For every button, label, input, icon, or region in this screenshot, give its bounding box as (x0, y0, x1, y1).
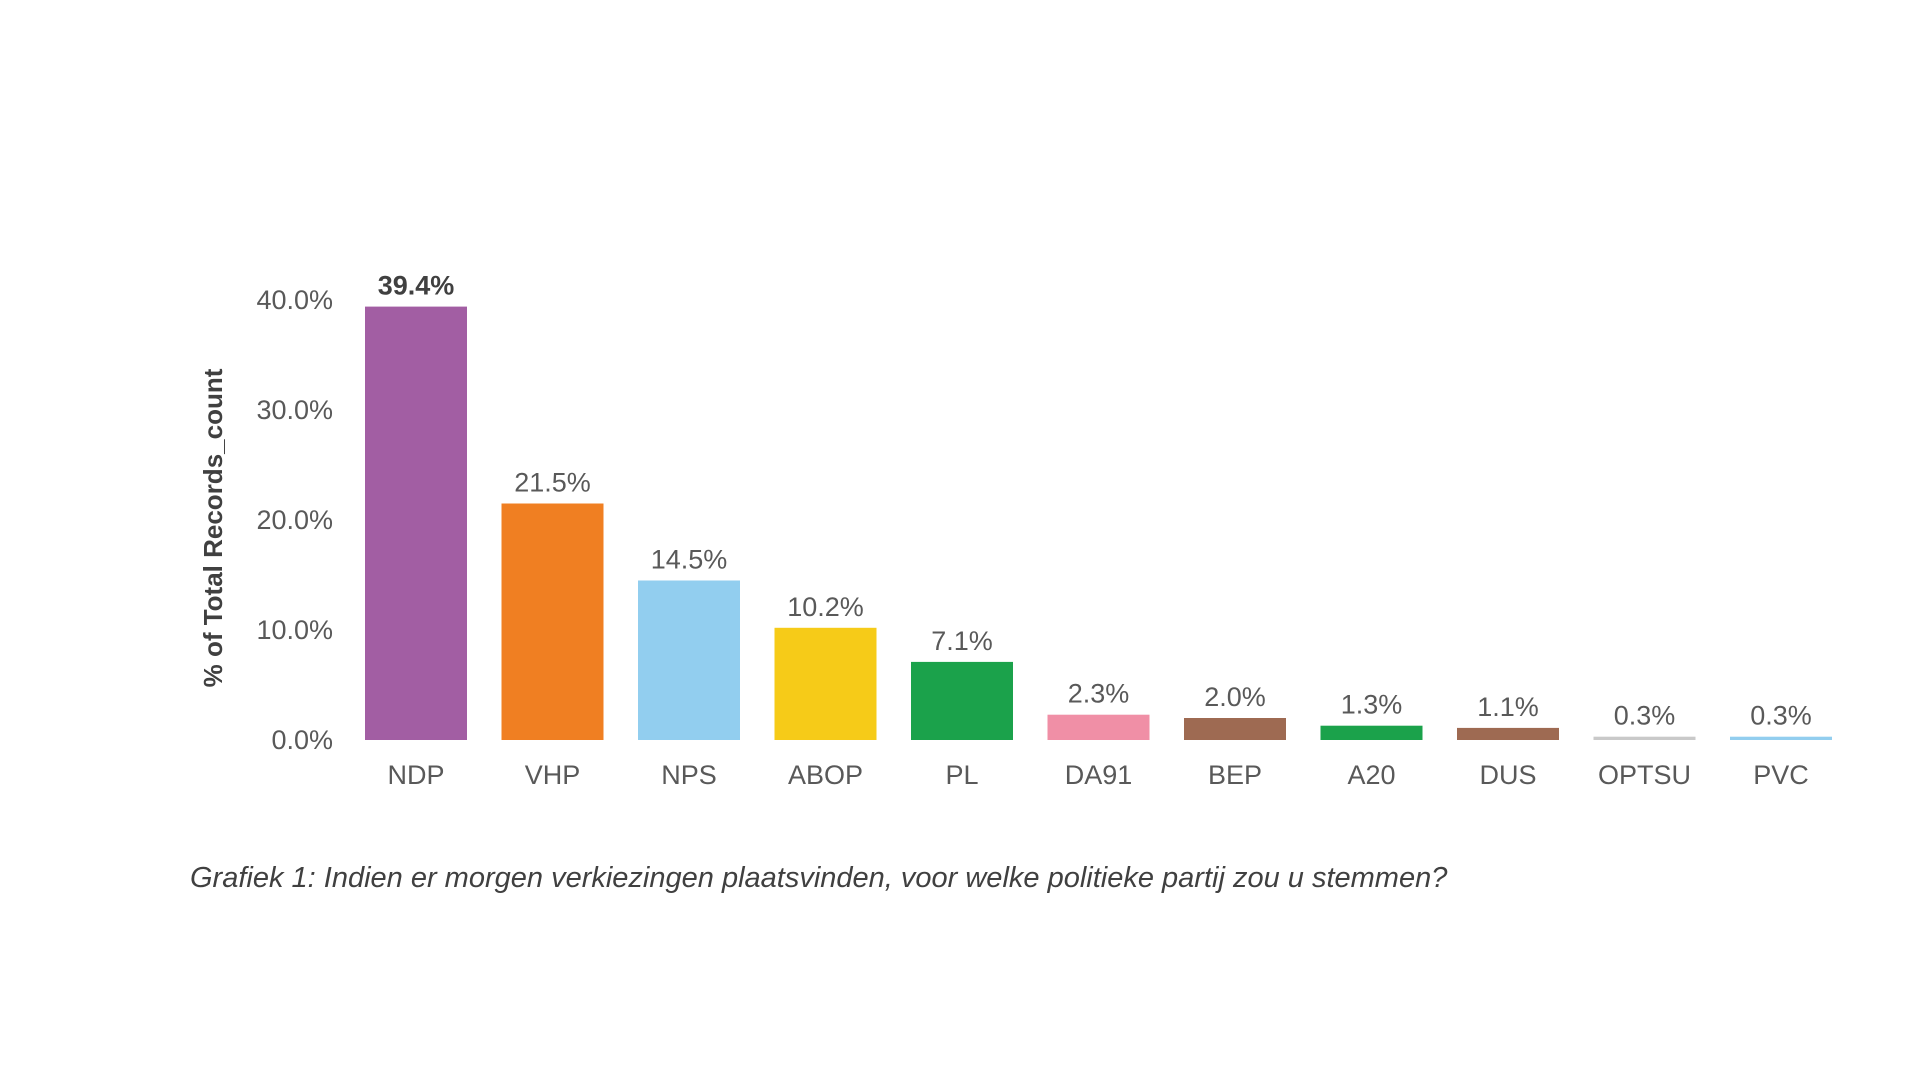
data-label-bep: 2.0% (1204, 682, 1266, 712)
bar-nps (638, 580, 740, 740)
category-label-abop: ABOP (788, 760, 863, 790)
y-tick-label: 10.0% (256, 615, 333, 645)
data-label-vhp: 21.5% (514, 468, 591, 498)
data-labels: 39.4% 21.5% 14.5% 10.2% 7.1% 2.3% 2.0% 1.3% 1.1%… (378, 271, 1812, 731)
category-label-ndp: NDP (387, 760, 444, 790)
bar-optsu (1593, 736, 1696, 740)
data-label-nps: 14.5% (651, 545, 728, 575)
bar-bep (1184, 718, 1286, 740)
data-label-da91: 2.3% (1068, 679, 1130, 709)
data-label-dus: 1.1% (1477, 692, 1539, 722)
category-label-pl: PL (945, 760, 978, 790)
y-tick-label: 0.0% (271, 725, 333, 755)
data-label-abop: 10.2% (787, 592, 864, 622)
bar-vhp (501, 503, 604, 740)
category-labels: NDP VHP NPS ABOP PL DA91 BEP A20 DUS OPTSU PVC (387, 760, 1808, 790)
y-axis-ticks: 0.0% 10.0% 20.0% 30.0% 40.0% (256, 285, 333, 755)
category-label-a20: A20 (1347, 760, 1395, 790)
category-label-da91: DA91 (1065, 760, 1133, 790)
data-label-a20: 1.3% (1341, 690, 1403, 720)
category-label-nps: NPS (661, 760, 717, 790)
data-label-pvc: 0.3% (1750, 701, 1812, 731)
bar-abop (774, 627, 877, 740)
bar-a20 (1320, 725, 1423, 740)
y-axis-title: % of Total Records_count (198, 368, 228, 687)
category-label-pvc: PVC (1753, 760, 1809, 790)
bar-pl (911, 661, 1013, 740)
data-label-optsu: 0.3% (1614, 701, 1676, 731)
category-label-optsu: OPTSU (1598, 760, 1691, 790)
category-label-dus: DUS (1479, 760, 1536, 790)
y-tick-label: 30.0% (256, 395, 333, 425)
category-label-bep: BEP (1208, 760, 1262, 790)
y-tick-label: 40.0% (256, 285, 333, 315)
bars (365, 306, 1832, 740)
bar-pvc (1730, 736, 1832, 740)
chart-caption: Grafiek 1: Indien er morgen verkiezingen… (190, 862, 1448, 894)
bar-dus (1457, 727, 1559, 740)
bar-ndp (365, 306, 467, 740)
data-label-pl: 7.1% (931, 626, 993, 656)
category-label-vhp: VHP (525, 760, 581, 790)
y-tick-label: 20.0% (256, 505, 333, 535)
bar-da91 (1047, 714, 1150, 740)
data-label-ndp: 39.4% (378, 271, 455, 301)
